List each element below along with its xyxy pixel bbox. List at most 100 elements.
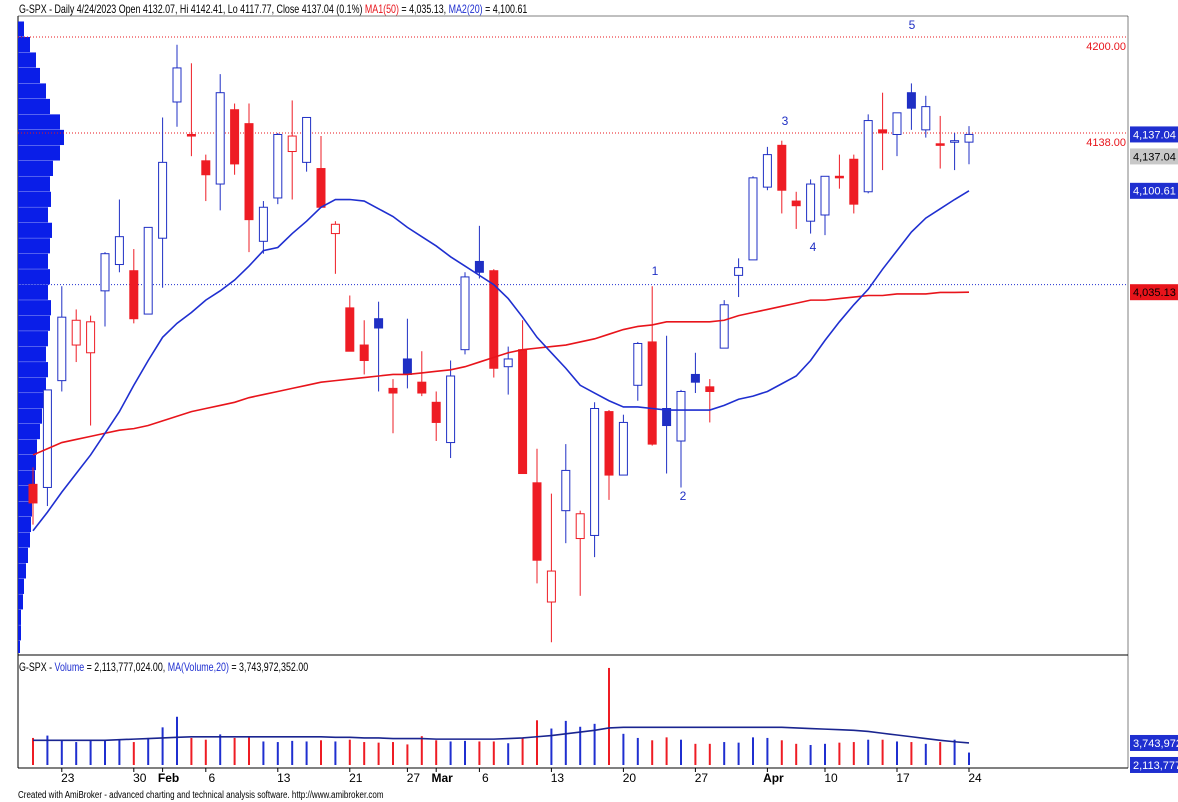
profile-bar bbox=[18, 640, 20, 653]
x-tick-label: 13 bbox=[277, 771, 291, 785]
volume-bar bbox=[824, 743, 826, 765]
candle-body bbox=[230, 109, 240, 165]
candle-body bbox=[532, 482, 542, 561]
axis-label: 4,137.04 bbox=[1133, 151, 1176, 163]
legend-value: = 3,743,972,352.00 bbox=[231, 660, 309, 674]
x-tick-label: 24 bbox=[968, 771, 982, 785]
profile-bar bbox=[18, 98, 50, 115]
legend-entry: MA(Volume,20) bbox=[167, 660, 229, 674]
candle-body bbox=[921, 106, 931, 131]
volume-bar bbox=[579, 726, 582, 765]
volume-bar bbox=[75, 742, 78, 765]
candle-body bbox=[273, 133, 283, 199]
footer: Created with AmiBroker - advanced charti… bbox=[18, 790, 384, 801]
volume-bar bbox=[420, 736, 423, 765]
volume-bar bbox=[435, 740, 438, 765]
candle-body bbox=[690, 373, 700, 383]
candle-body bbox=[71, 319, 81, 346]
profile-bar bbox=[18, 609, 21, 625]
volume-bar bbox=[262, 741, 265, 765]
axis-label: 4,100.61 bbox=[1133, 186, 1176, 198]
wave-label: 5 bbox=[909, 18, 916, 32]
volume-bar bbox=[377, 742, 380, 765]
volume-bar bbox=[363, 742, 366, 765]
candle-body bbox=[546, 570, 556, 603]
x-tick-label: 17 bbox=[896, 771, 910, 785]
candle-body bbox=[258, 206, 268, 242]
axis-label-box bbox=[1130, 126, 1178, 143]
profile-bar bbox=[18, 331, 48, 347]
profile-bar bbox=[18, 52, 36, 68]
volume-bar bbox=[46, 735, 49, 765]
volume-bar bbox=[348, 739, 351, 765]
profile-bar bbox=[18, 315, 50, 331]
x-tick-label: 27 bbox=[695, 771, 709, 785]
profile-bar bbox=[18, 423, 40, 440]
profile-bar bbox=[18, 547, 28, 564]
axis-labels: 4,137.04 4,137.04 4,100.61 4,035.13 3,743,97… bbox=[1130, 126, 1178, 773]
candle-body bbox=[446, 375, 456, 444]
candle-body bbox=[186, 133, 196, 137]
profile-bar bbox=[18, 207, 48, 223]
candle-body bbox=[849, 158, 859, 205]
volume-bar bbox=[968, 752, 970, 765]
profile-bar bbox=[18, 501, 32, 517]
volume-bar bbox=[89, 739, 92, 765]
legend-entry: MA1(50) bbox=[364, 2, 399, 16]
x-tick-label: 13 bbox=[551, 771, 565, 785]
profile-bar bbox=[18, 578, 24, 594]
candle-body bbox=[172, 67, 182, 103]
title-text: G-SPX - bbox=[19, 660, 53, 674]
profile-bar bbox=[18, 129, 64, 146]
volume-bar bbox=[896, 741, 898, 765]
volume-bar bbox=[939, 742, 942, 765]
volume-bar bbox=[564, 720, 567, 765]
x-tick-label: Apr bbox=[763, 771, 784, 785]
volume-pane bbox=[32, 667, 970, 765]
candle-body bbox=[158, 161, 168, 239]
x-tick-label: 23 bbox=[61, 771, 75, 785]
x-tick-label: Feb bbox=[158, 771, 179, 785]
candle-body bbox=[964, 133, 974, 143]
ma-line bbox=[32, 190, 970, 532]
profile-bar bbox=[18, 160, 53, 176]
candle-body bbox=[791, 200, 801, 207]
volume-bar bbox=[406, 744, 409, 765]
legend-value: = 2,113,777,024.00, bbox=[86, 660, 166, 674]
wave-label: 3 bbox=[782, 114, 789, 128]
volume-bar bbox=[651, 740, 654, 765]
volume-bar bbox=[104, 740, 106, 765]
volume-bar bbox=[507, 743, 510, 765]
candle-body bbox=[201, 160, 211, 176]
volume-bar bbox=[248, 736, 250, 765]
volume-bar bbox=[881, 739, 884, 765]
profile-bar bbox=[18, 532, 30, 548]
candle-body bbox=[244, 123, 254, 221]
x-tick-label: 27 bbox=[407, 771, 421, 785]
volume-bar bbox=[723, 742, 726, 765]
axis-label-box bbox=[1130, 182, 1178, 199]
axis-label-box bbox=[1130, 756, 1178, 773]
axis-label: 4,137.04 bbox=[1133, 129, 1176, 141]
volume-title: G-SPX - Volume = 2,113,777,024.00, MA(Vo… bbox=[19, 660, 308, 674]
candle-body bbox=[892, 112, 902, 135]
x-tick-label: 6 bbox=[208, 771, 215, 785]
candle-body bbox=[777, 144, 787, 191]
volume-bar bbox=[622, 733, 625, 765]
candle-body bbox=[518, 349, 528, 475]
volume-bar bbox=[478, 741, 481, 765]
profile-bar bbox=[18, 222, 52, 238]
candle-body bbox=[748, 177, 758, 261]
x-tick-label: 10 bbox=[824, 771, 838, 785]
profile-bar bbox=[18, 83, 46, 99]
profile-bar bbox=[18, 145, 60, 161]
profile-bar bbox=[18, 269, 50, 285]
volume-bar bbox=[132, 742, 135, 765]
volume-bar bbox=[550, 728, 553, 765]
volume-bar bbox=[276, 742, 279, 765]
profile-bar bbox=[18, 114, 60, 130]
price-pane: 4200.00 4138.00 bbox=[18, 21, 1128, 653]
candle-body bbox=[287, 135, 297, 153]
volume-bar bbox=[766, 737, 769, 765]
